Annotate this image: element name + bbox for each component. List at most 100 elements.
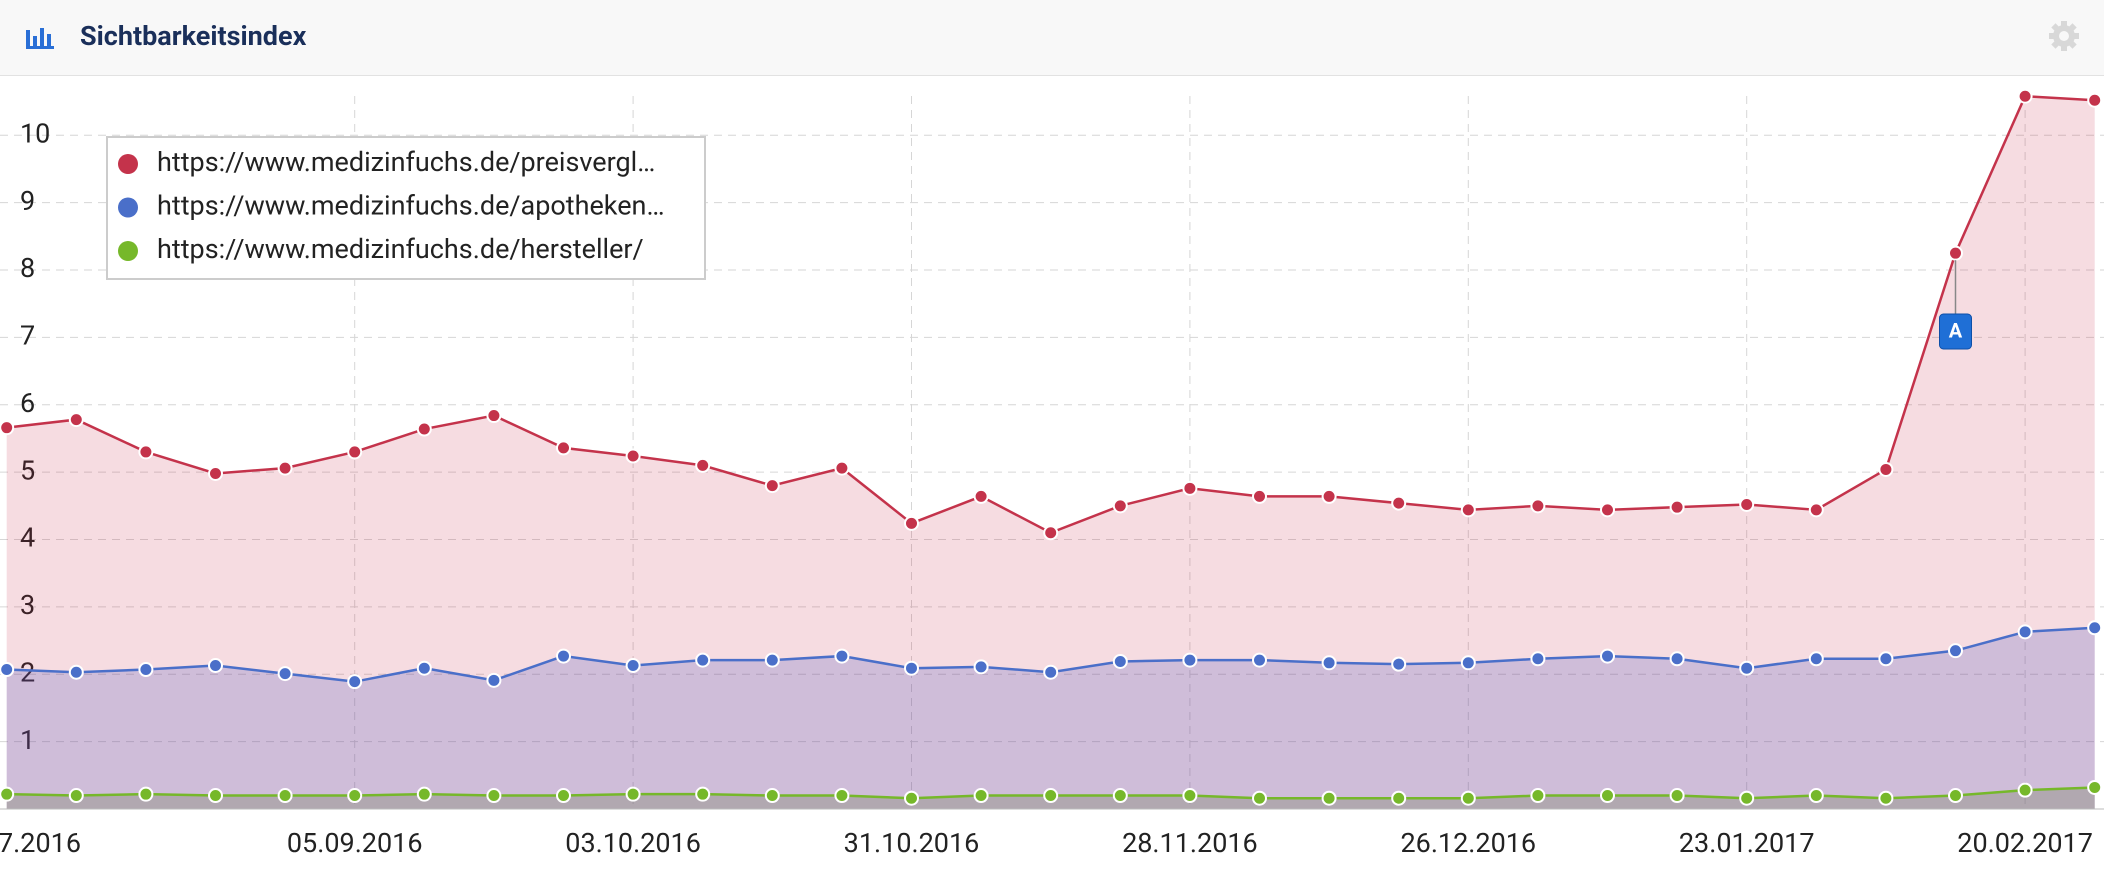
- data-point: [347, 788, 363, 804]
- data-point: [1112, 498, 1128, 514]
- y-tick-label: 3: [20, 589, 35, 621]
- data-point: [625, 657, 641, 673]
- x-tick-label: 03.10.2016: [565, 827, 701, 859]
- data-point: [1669, 499, 1685, 515]
- data-point: [0, 662, 15, 678]
- y-tick-label: 7: [20, 320, 35, 352]
- data-point: [1669, 651, 1685, 667]
- y-tick-label: 6: [20, 387, 35, 419]
- x-tick-label: 28.11.2016: [1122, 827, 1258, 859]
- legend-marker: [118, 197, 138, 218]
- legend-label: https://www.medizinfuchs.de/apotheken…: [157, 190, 665, 222]
- data-point: [1391, 495, 1407, 511]
- data-point: [347, 444, 363, 460]
- data-point: [1321, 790, 1337, 806]
- data-point: [625, 448, 641, 464]
- data-point: [1948, 788, 1963, 804]
- data-point: [416, 421, 432, 437]
- data-point: [1321, 488, 1337, 504]
- data-point: [1391, 656, 1407, 672]
- data-point: [1878, 651, 1894, 667]
- data-point: [1043, 788, 1059, 804]
- data-point: [208, 657, 223, 673]
- data-point: [1948, 643, 1963, 659]
- data-point: [347, 674, 363, 690]
- y-tick-label: 9: [20, 185, 35, 217]
- data-point: [277, 788, 293, 804]
- data-point: [1808, 651, 1824, 667]
- legend-box: [106, 136, 706, 280]
- data-point: [904, 790, 919, 806]
- data-point: [486, 672, 502, 688]
- annotation-label: A: [1949, 318, 1963, 342]
- data-point: [1878, 461, 1894, 477]
- data-point: [1600, 788, 1615, 804]
- data-point: [973, 488, 989, 504]
- data-point: [1460, 655, 1476, 671]
- area-fill: [6, 96, 2095, 809]
- data-point: [1391, 790, 1407, 806]
- data-point: [1530, 498, 1546, 514]
- settings-gear[interactable]: [2049, 21, 2079, 51]
- data-point: [1878, 790, 1894, 806]
- data-point: [486, 408, 502, 424]
- data-point: [1948, 245, 1963, 261]
- data-point: [1252, 488, 1267, 504]
- plot: 1 2 3 4 5 6 7 8 9 10 7.2016 05.09.2016 03.10.2016 31.…: [0, 88, 2104, 859]
- data-point: [68, 664, 84, 680]
- data-point: [834, 788, 850, 804]
- data-point: [556, 788, 571, 804]
- data-point: [68, 788, 84, 804]
- data-point: [1252, 652, 1267, 668]
- y-tick-label: 1: [20, 724, 35, 756]
- data-point: [1739, 496, 1755, 512]
- data-point: [2017, 624, 2033, 640]
- y-tick-label: 10: [20, 117, 50, 149]
- data-point: [1530, 788, 1546, 804]
- data-point: [138, 444, 154, 460]
- data-point: [0, 420, 15, 436]
- data-point: [1182, 652, 1198, 668]
- data-point: [208, 788, 223, 804]
- y-tick-label: 5: [20, 454, 35, 486]
- header-bar: [0, 0, 2104, 76]
- data-point: [904, 515, 919, 531]
- data-point: [625, 786, 641, 802]
- data-point: [138, 662, 154, 678]
- data-point: [208, 465, 223, 481]
- data-point: [764, 788, 780, 804]
- data-point: [68, 412, 84, 428]
- x-tick-label: 23.01.2017: [1679, 827, 1815, 859]
- data-point: [764, 478, 780, 494]
- y-tick-label: 2: [20, 656, 35, 688]
- data-point: [834, 460, 850, 476]
- y-tick-label: 8: [20, 252, 35, 284]
- data-point: [1182, 480, 1198, 496]
- header-title: Sichtbarkeitsindex: [80, 20, 307, 52]
- x-tick-label: 26.12.2016: [1400, 827, 1536, 859]
- data-point: [695, 457, 711, 473]
- data-point: [973, 659, 989, 675]
- data-point: [973, 788, 989, 804]
- data-point: [2087, 779, 2103, 795]
- data-point: [834, 648, 850, 664]
- data-point: [2087, 92, 2103, 108]
- data-point: [695, 786, 711, 802]
- annotation-box: [1939, 313, 1972, 350]
- data-point: [1112, 788, 1128, 804]
- data-point: [416, 660, 432, 676]
- data-point: [486, 788, 502, 804]
- x-tick-label: 31.10.2016: [844, 827, 980, 859]
- chart-icon: [26, 28, 54, 49]
- data-point: [556, 648, 571, 664]
- data-point: [1600, 502, 1615, 518]
- data-point: [1739, 660, 1755, 676]
- data-point: [1182, 788, 1198, 804]
- data-point: [1321, 655, 1337, 671]
- data-point: [1043, 525, 1059, 541]
- data-point: [277, 460, 293, 476]
- data-point: [1252, 790, 1267, 806]
- data-point: [695, 652, 711, 668]
- legend-label: https://www.medizinfuchs.de/preisvergl…: [157, 146, 655, 178]
